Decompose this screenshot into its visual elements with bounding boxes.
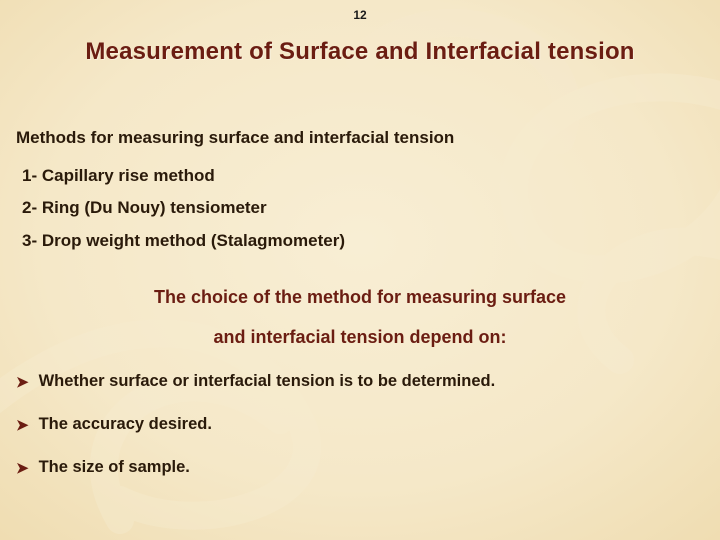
- bullet-text: The size of sample.: [39, 458, 190, 477]
- choice-line: The choice of the method for measuring s…: [0, 278, 720, 318]
- slide-title: Measurement of Surface and Interfacial t…: [0, 38, 720, 66]
- bullet-item: ➤ Whether surface or interfacial tension…: [16, 372, 704, 393]
- methods-list: 1- Capillary rise method 2- Ring (Du Nou…: [22, 160, 345, 257]
- bullet-arrow-icon: ➤: [16, 372, 29, 393]
- bullet-item: ➤ The size of sample.: [16, 458, 704, 479]
- page-number: 12: [353, 8, 366, 22]
- bullet-item: ➤ The accuracy desired.: [16, 415, 704, 436]
- method-item: 2- Ring (Du Nouy) tensiometer: [22, 192, 345, 224]
- methods-subheading: Methods for measuring surface and interf…: [16, 128, 454, 148]
- bullet-text: Whether surface or interfacial tension i…: [39, 372, 496, 391]
- bullet-arrow-icon: ➤: [16, 415, 29, 436]
- choice-line: and interfacial tension depend on:: [0, 318, 720, 358]
- bullet-text: The accuracy desired.: [39, 415, 212, 434]
- method-item: 1- Capillary rise method: [22, 160, 345, 192]
- bullet-list: ➤ Whether surface or interfacial tension…: [16, 372, 704, 501]
- bullet-arrow-icon: ➤: [16, 458, 29, 479]
- choice-note: The choice of the method for measuring s…: [0, 278, 720, 357]
- method-item: 3- Drop weight method (Stalagmometer): [22, 225, 345, 257]
